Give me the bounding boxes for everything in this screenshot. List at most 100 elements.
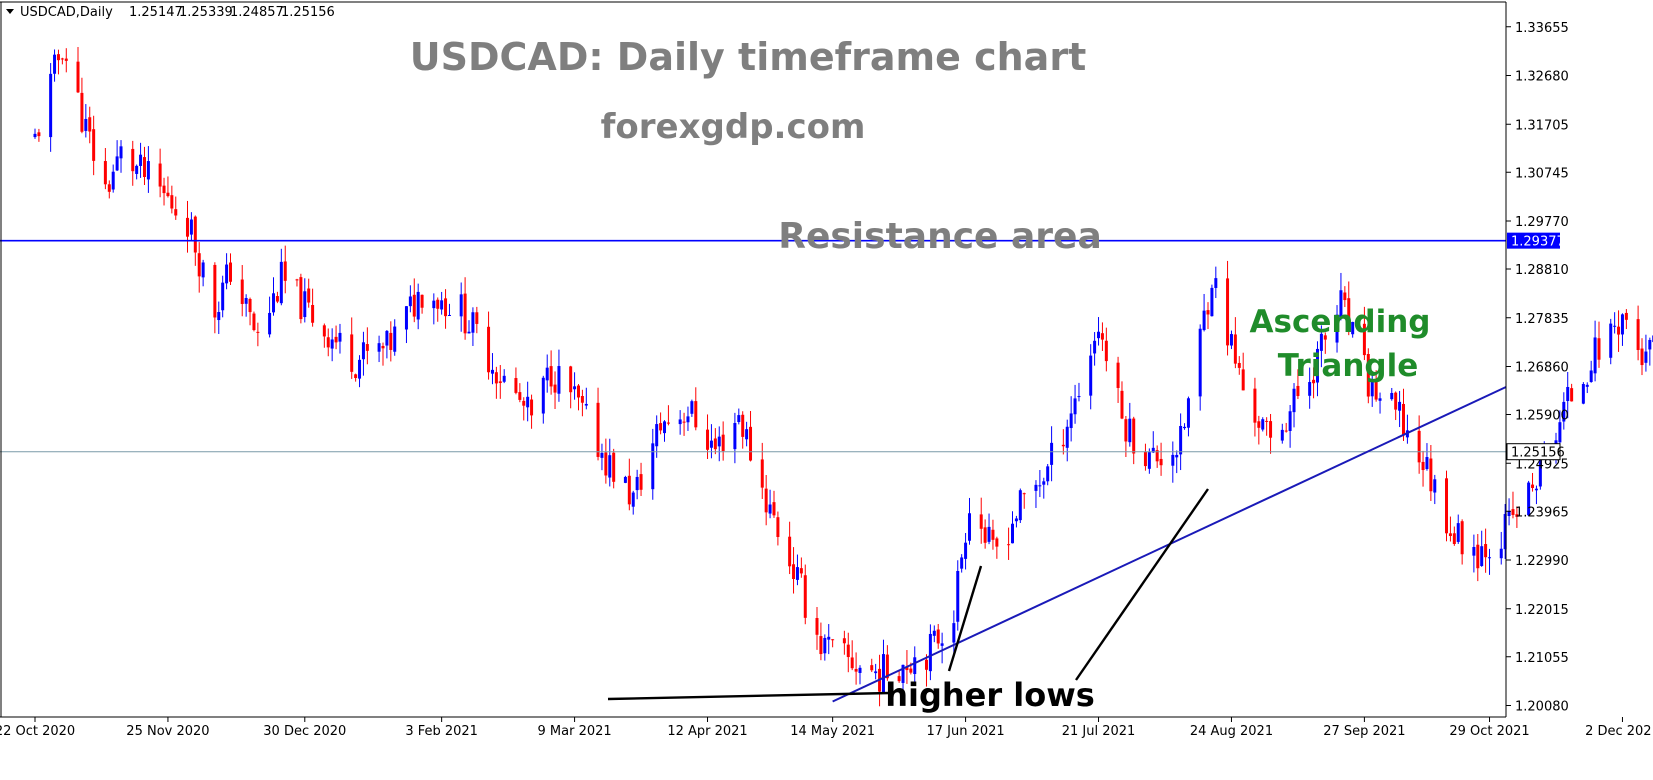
candle-body <box>1124 419 1128 442</box>
candle-body <box>1534 488 1538 491</box>
candle-body <box>1644 351 1648 363</box>
candle-body <box>1562 401 1566 422</box>
candle-body <box>584 403 588 406</box>
candle-body <box>111 171 115 190</box>
candle-body <box>432 300 436 309</box>
candle-body <box>103 161 107 185</box>
candle-body <box>158 163 162 187</box>
candle-body <box>393 326 397 352</box>
candle-body <box>1093 340 1097 354</box>
candle-body <box>842 638 846 644</box>
candle-body <box>1374 381 1378 400</box>
chart-subtitle: forexgdp.com <box>601 107 866 147</box>
candle-body <box>831 639 835 641</box>
candle-body <box>1241 369 1245 391</box>
candle-body <box>146 161 150 180</box>
candle-body <box>1429 458 1433 492</box>
candle-body <box>1507 511 1511 517</box>
candle-body <box>1319 333 1323 351</box>
candle-body <box>870 665 874 671</box>
candle-body <box>678 419 682 425</box>
candle-body <box>33 133 37 138</box>
candle-body <box>1061 444 1065 447</box>
candle-body <box>909 668 913 673</box>
ohlc-value: 1.25156 <box>281 5 335 20</box>
candle-body <box>1065 426 1069 448</box>
candle-body <box>631 492 635 507</box>
candle-body <box>381 345 385 349</box>
candle-body <box>459 294 463 317</box>
candle-body <box>1480 546 1484 566</box>
candle-body <box>1265 420 1269 422</box>
candle-body <box>1018 490 1022 521</box>
candle-body <box>1206 310 1210 315</box>
candle-body <box>1202 310 1206 331</box>
resistance-price-label: 1.29377 <box>1511 235 1565 250</box>
candle-body <box>361 342 365 360</box>
candle-body <box>1069 413 1073 429</box>
candle-body <box>1398 401 1402 411</box>
candle-body <box>1613 325 1617 327</box>
candle-body <box>792 564 796 579</box>
candle-body <box>1339 290 1343 317</box>
candle-body <box>326 337 330 348</box>
candle-body <box>983 527 987 543</box>
candle-body <box>1335 314 1339 343</box>
candle-body <box>1640 348 1644 366</box>
candle-body <box>354 374 358 379</box>
y-tick-label: 1.20080 <box>1515 700 1569 715</box>
candle-body <box>1257 421 1261 428</box>
candle-body <box>1581 384 1585 404</box>
candle-body <box>604 452 608 476</box>
candle-body <box>49 73 53 138</box>
candle-body <box>1378 398 1382 401</box>
candle-body <box>440 300 444 310</box>
candle-body <box>88 117 92 132</box>
candle-body <box>803 575 807 618</box>
candle-body <box>467 331 471 334</box>
candle-body <box>1042 481 1046 485</box>
candle-body <box>1448 533 1452 537</box>
candle-body <box>964 542 968 559</box>
candle-body <box>135 165 139 174</box>
candle-body <box>256 331 260 333</box>
candle-body <box>760 459 764 488</box>
candle-body <box>541 377 545 414</box>
candle-body <box>225 264 229 284</box>
candle-body <box>979 514 983 529</box>
candle-body <box>713 438 717 450</box>
candle-body <box>1460 521 1464 555</box>
y-tick-label: 1.22990 <box>1515 554 1569 569</box>
candle-body <box>1370 379 1374 397</box>
candle-body <box>737 415 741 423</box>
candle-body <box>1261 419 1265 430</box>
candle-body <box>1147 452 1151 469</box>
candle-body <box>412 294 416 317</box>
y-tick-label: 1.21055 <box>1515 651 1569 666</box>
triangle-annotation-line1: Ascending <box>1250 304 1431 340</box>
candle-body <box>936 629 940 644</box>
y-tick-label: 1.24925 <box>1515 457 1569 472</box>
candle-body <box>1269 421 1273 438</box>
candle-body <box>1210 287 1214 317</box>
candle-body <box>408 296 412 307</box>
candle-body <box>1014 518 1018 522</box>
candle-body <box>334 336 338 343</box>
candle-body <box>1308 382 1312 396</box>
candle-body <box>1011 523 1014 544</box>
resistance-price-tag <box>1507 232 1560 249</box>
candle-body <box>307 288 311 303</box>
candle-body <box>193 216 197 253</box>
candle-body <box>1558 422 1562 443</box>
candle-body <box>874 671 878 674</box>
candle-body <box>928 633 932 672</box>
candle-body <box>330 339 334 349</box>
candle-body <box>1312 379 1316 384</box>
candle-body <box>322 325 326 337</box>
candle-body <box>1116 362 1120 388</box>
candle-body <box>229 262 232 282</box>
resistance-annotation: Resistance area <box>778 216 1102 257</box>
candle-body <box>1284 430 1288 432</box>
y-tick-label: 1.28810 <box>1515 263 1569 278</box>
